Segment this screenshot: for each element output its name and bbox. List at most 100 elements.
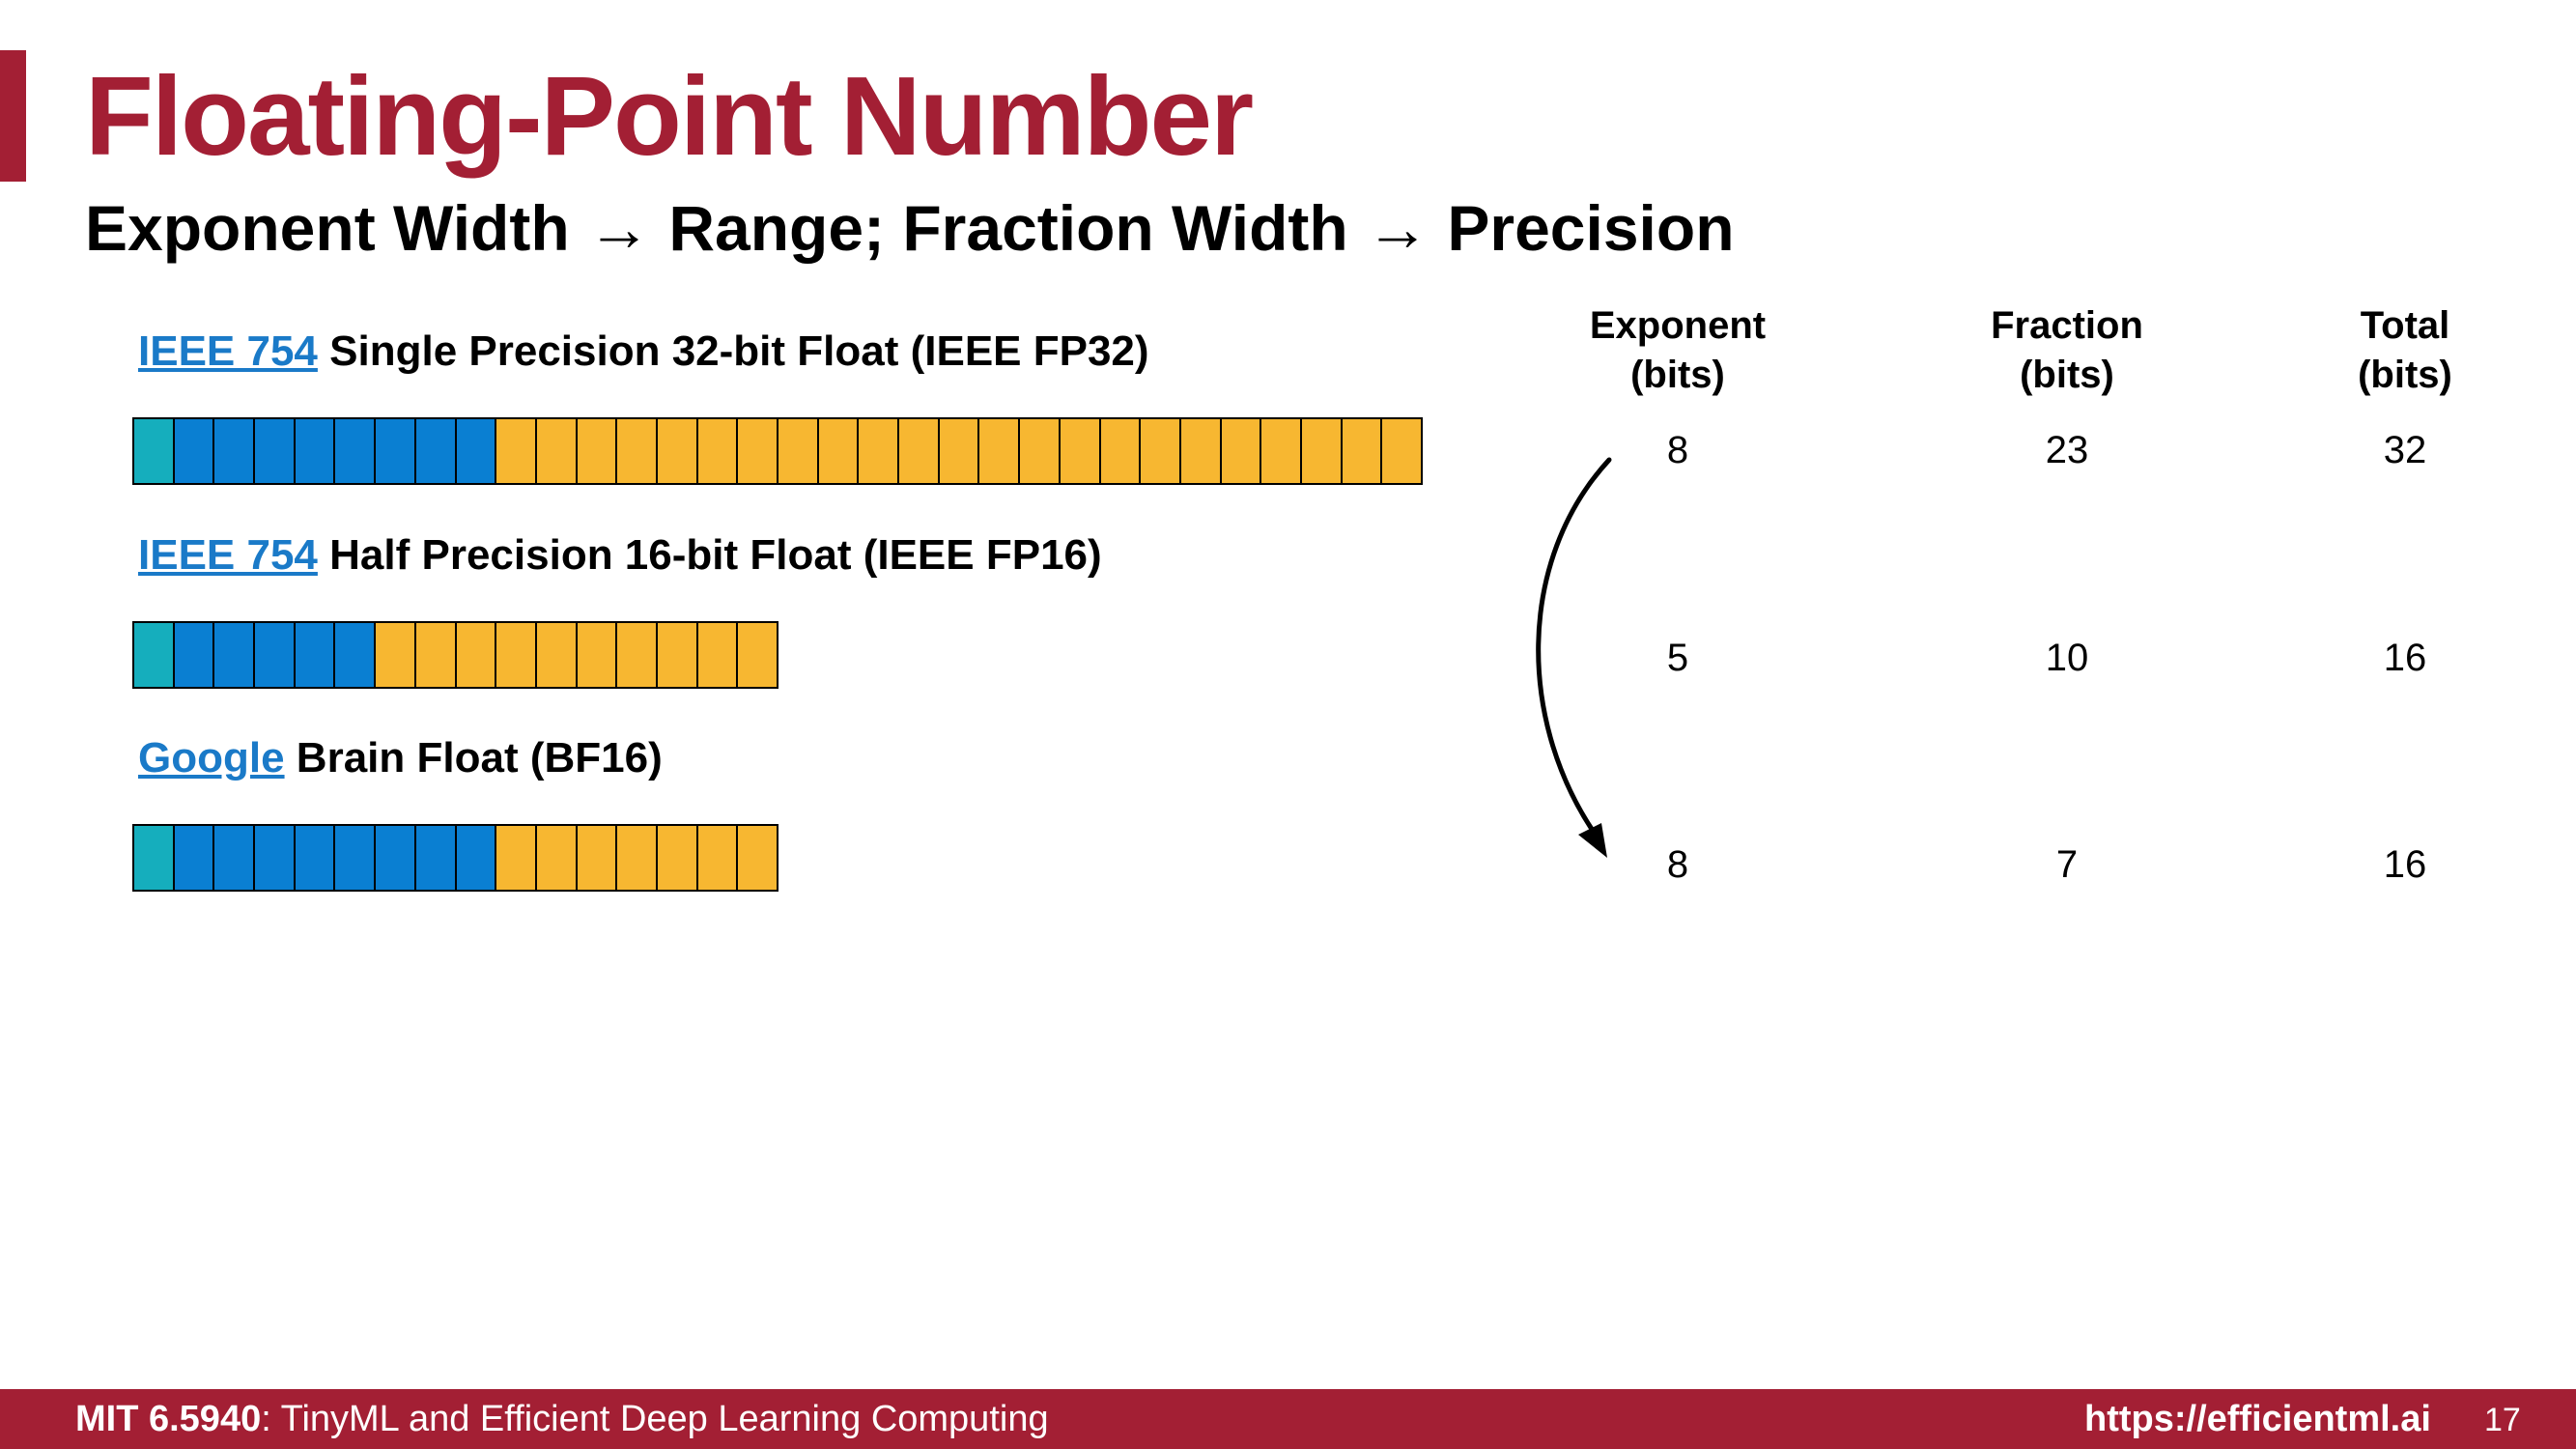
total-header-line1: Total — [2360, 304, 2450, 347]
fraction-bit — [899, 417, 940, 485]
sign-bit — [134, 417, 175, 485]
ieee754-link[interactable]: IEEE 754 — [138, 327, 318, 375]
fp32-exponent-cell: 8 — [1666, 429, 1689, 471]
exponent-bit — [456, 824, 497, 892]
slide-title: Floating-Point Number — [85, 53, 1254, 179]
fraction-bit — [1301, 417, 1343, 485]
fraction-bit — [738, 417, 778, 485]
bf16-fraction-cell: 7 — [2055, 843, 2079, 886]
fraction-column-header: Fraction (bits) — [1932, 301, 2202, 400]
fraction-bit — [536, 417, 578, 485]
title-accent-bar — [0, 50, 26, 182]
exponent-bit — [255, 824, 296, 892]
fp32-fraction-cell: 23 — [2045, 429, 2089, 471]
fp16-fraction-cell: 10 — [2045, 637, 2089, 679]
exponent-bit — [214, 417, 256, 485]
exponent-bit — [335, 417, 377, 485]
fraction-bit — [979, 417, 1021, 485]
fp32-label: IEEE 754 Single Precision 32-bit Float (… — [138, 325, 1149, 379]
exponent-bit — [255, 621, 296, 689]
fraction-bit — [657, 417, 698, 485]
curved-arrow-icon — [1536, 457, 1612, 858]
total-header-line2: (bits) — [2358, 354, 2452, 396]
fraction-bit — [738, 621, 778, 689]
fraction-header-line1: Fraction — [1991, 304, 2143, 347]
ieee754-link[interactable]: IEEE 754 — [138, 531, 318, 579]
course-code: MIT 6.5940 — [75, 1399, 262, 1439]
fraction-bit — [536, 824, 578, 892]
exponent-bit — [255, 417, 296, 485]
exponent-bit — [376, 417, 416, 485]
exponent-bit — [174, 417, 215, 485]
exponent-header-line1: Exponent — [1589, 304, 1767, 347]
fraction-bit — [617, 824, 658, 892]
fraction-bit — [818, 417, 860, 485]
fraction-bit — [577, 824, 618, 892]
total-column-header: Total (bits) — [2270, 301, 2540, 400]
course-label: MIT 6.5940: TinyML and Efficient Deep Le… — [75, 1397, 1049, 1441]
fraction-bit — [939, 417, 980, 485]
fraction-bit — [657, 621, 698, 689]
bf16-total-cell: 16 — [2383, 843, 2427, 886]
fp32-total-cell: 32 — [2383, 429, 2427, 471]
fraction-bit — [577, 417, 618, 485]
fraction-bit — [496, 824, 537, 892]
fraction-header-line2: (bits) — [2020, 354, 2114, 396]
bf16-label: Google Brain Float (BF16) — [138, 731, 663, 785]
fraction-bit — [859, 417, 900, 485]
sign-bit — [134, 621, 175, 689]
exponent-bit — [415, 824, 457, 892]
fraction-bit — [778, 417, 819, 485]
page-number: 17 — [2484, 1402, 2521, 1438]
fraction-bit — [496, 417, 537, 485]
fraction-bit — [1342, 417, 1383, 485]
fraction-bit — [376, 621, 416, 689]
fraction-bit — [1180, 417, 1222, 485]
course-url-link[interactable]: https://efficientml.ai — [2084, 1399, 2431, 1439]
bf16-exponent-cell: 8 — [1666, 843, 1689, 886]
exponent-bit — [415, 417, 457, 485]
exponent-bit — [456, 417, 497, 485]
fp16-exponent-cell: 5 — [1666, 637, 1689, 679]
course-name: : TinyML and Efficient Deep Learning Com… — [261, 1399, 1049, 1439]
fp32-name: Single Precision 32-bit Float (IEEE FP32… — [329, 327, 1149, 375]
fraction-bit — [415, 621, 457, 689]
sign-bit — [134, 824, 175, 892]
fraction-bit — [1261, 417, 1302, 485]
exponent-bit — [174, 621, 215, 689]
exponent-bit — [295, 417, 336, 485]
fraction-bit — [738, 824, 778, 892]
fraction-bit — [617, 621, 658, 689]
exponent-bit — [174, 824, 215, 892]
fraction-bit — [1221, 417, 1262, 485]
fraction-bit — [697, 824, 739, 892]
fraction-bit — [617, 417, 658, 485]
bf16-bit-layout — [132, 824, 778, 892]
exponent-header-line2: (bits) — [1630, 354, 1725, 396]
exponent-bit — [376, 824, 416, 892]
google-link[interactable]: Google — [138, 734, 285, 781]
fp16-label: IEEE 754 Half Precision 16-bit Float (IE… — [138, 528, 1102, 582]
fraction-bit — [1141, 417, 1181, 485]
exponent-column-header: Exponent (bits) — [1543, 301, 1813, 400]
fraction-bit — [1382, 417, 1423, 485]
fraction-bit — [1060, 417, 1101, 485]
fraction-bit — [456, 621, 497, 689]
fraction-bit — [496, 621, 537, 689]
slide-subtitle: Exponent Width → Range; Fraction Width →… — [85, 192, 1735, 264]
fraction-bit — [697, 417, 739, 485]
bf16-name: Brain Float (BF16) — [296, 734, 663, 781]
fraction-bit — [657, 824, 698, 892]
exponent-bit — [335, 824, 377, 892]
fraction-bit — [577, 621, 618, 689]
exponent-bit — [295, 621, 336, 689]
fraction-bit — [536, 621, 578, 689]
fp16-bit-layout — [132, 621, 778, 689]
fraction-bit — [1100, 417, 1142, 485]
fraction-bit — [1020, 417, 1061, 485]
exponent-bit — [214, 621, 256, 689]
exponent-bit — [335, 621, 377, 689]
fraction-bit — [697, 621, 739, 689]
exponent-bit — [295, 824, 336, 892]
fp16-name: Half Precision 16-bit Float (IEEE FP16) — [329, 531, 1102, 579]
